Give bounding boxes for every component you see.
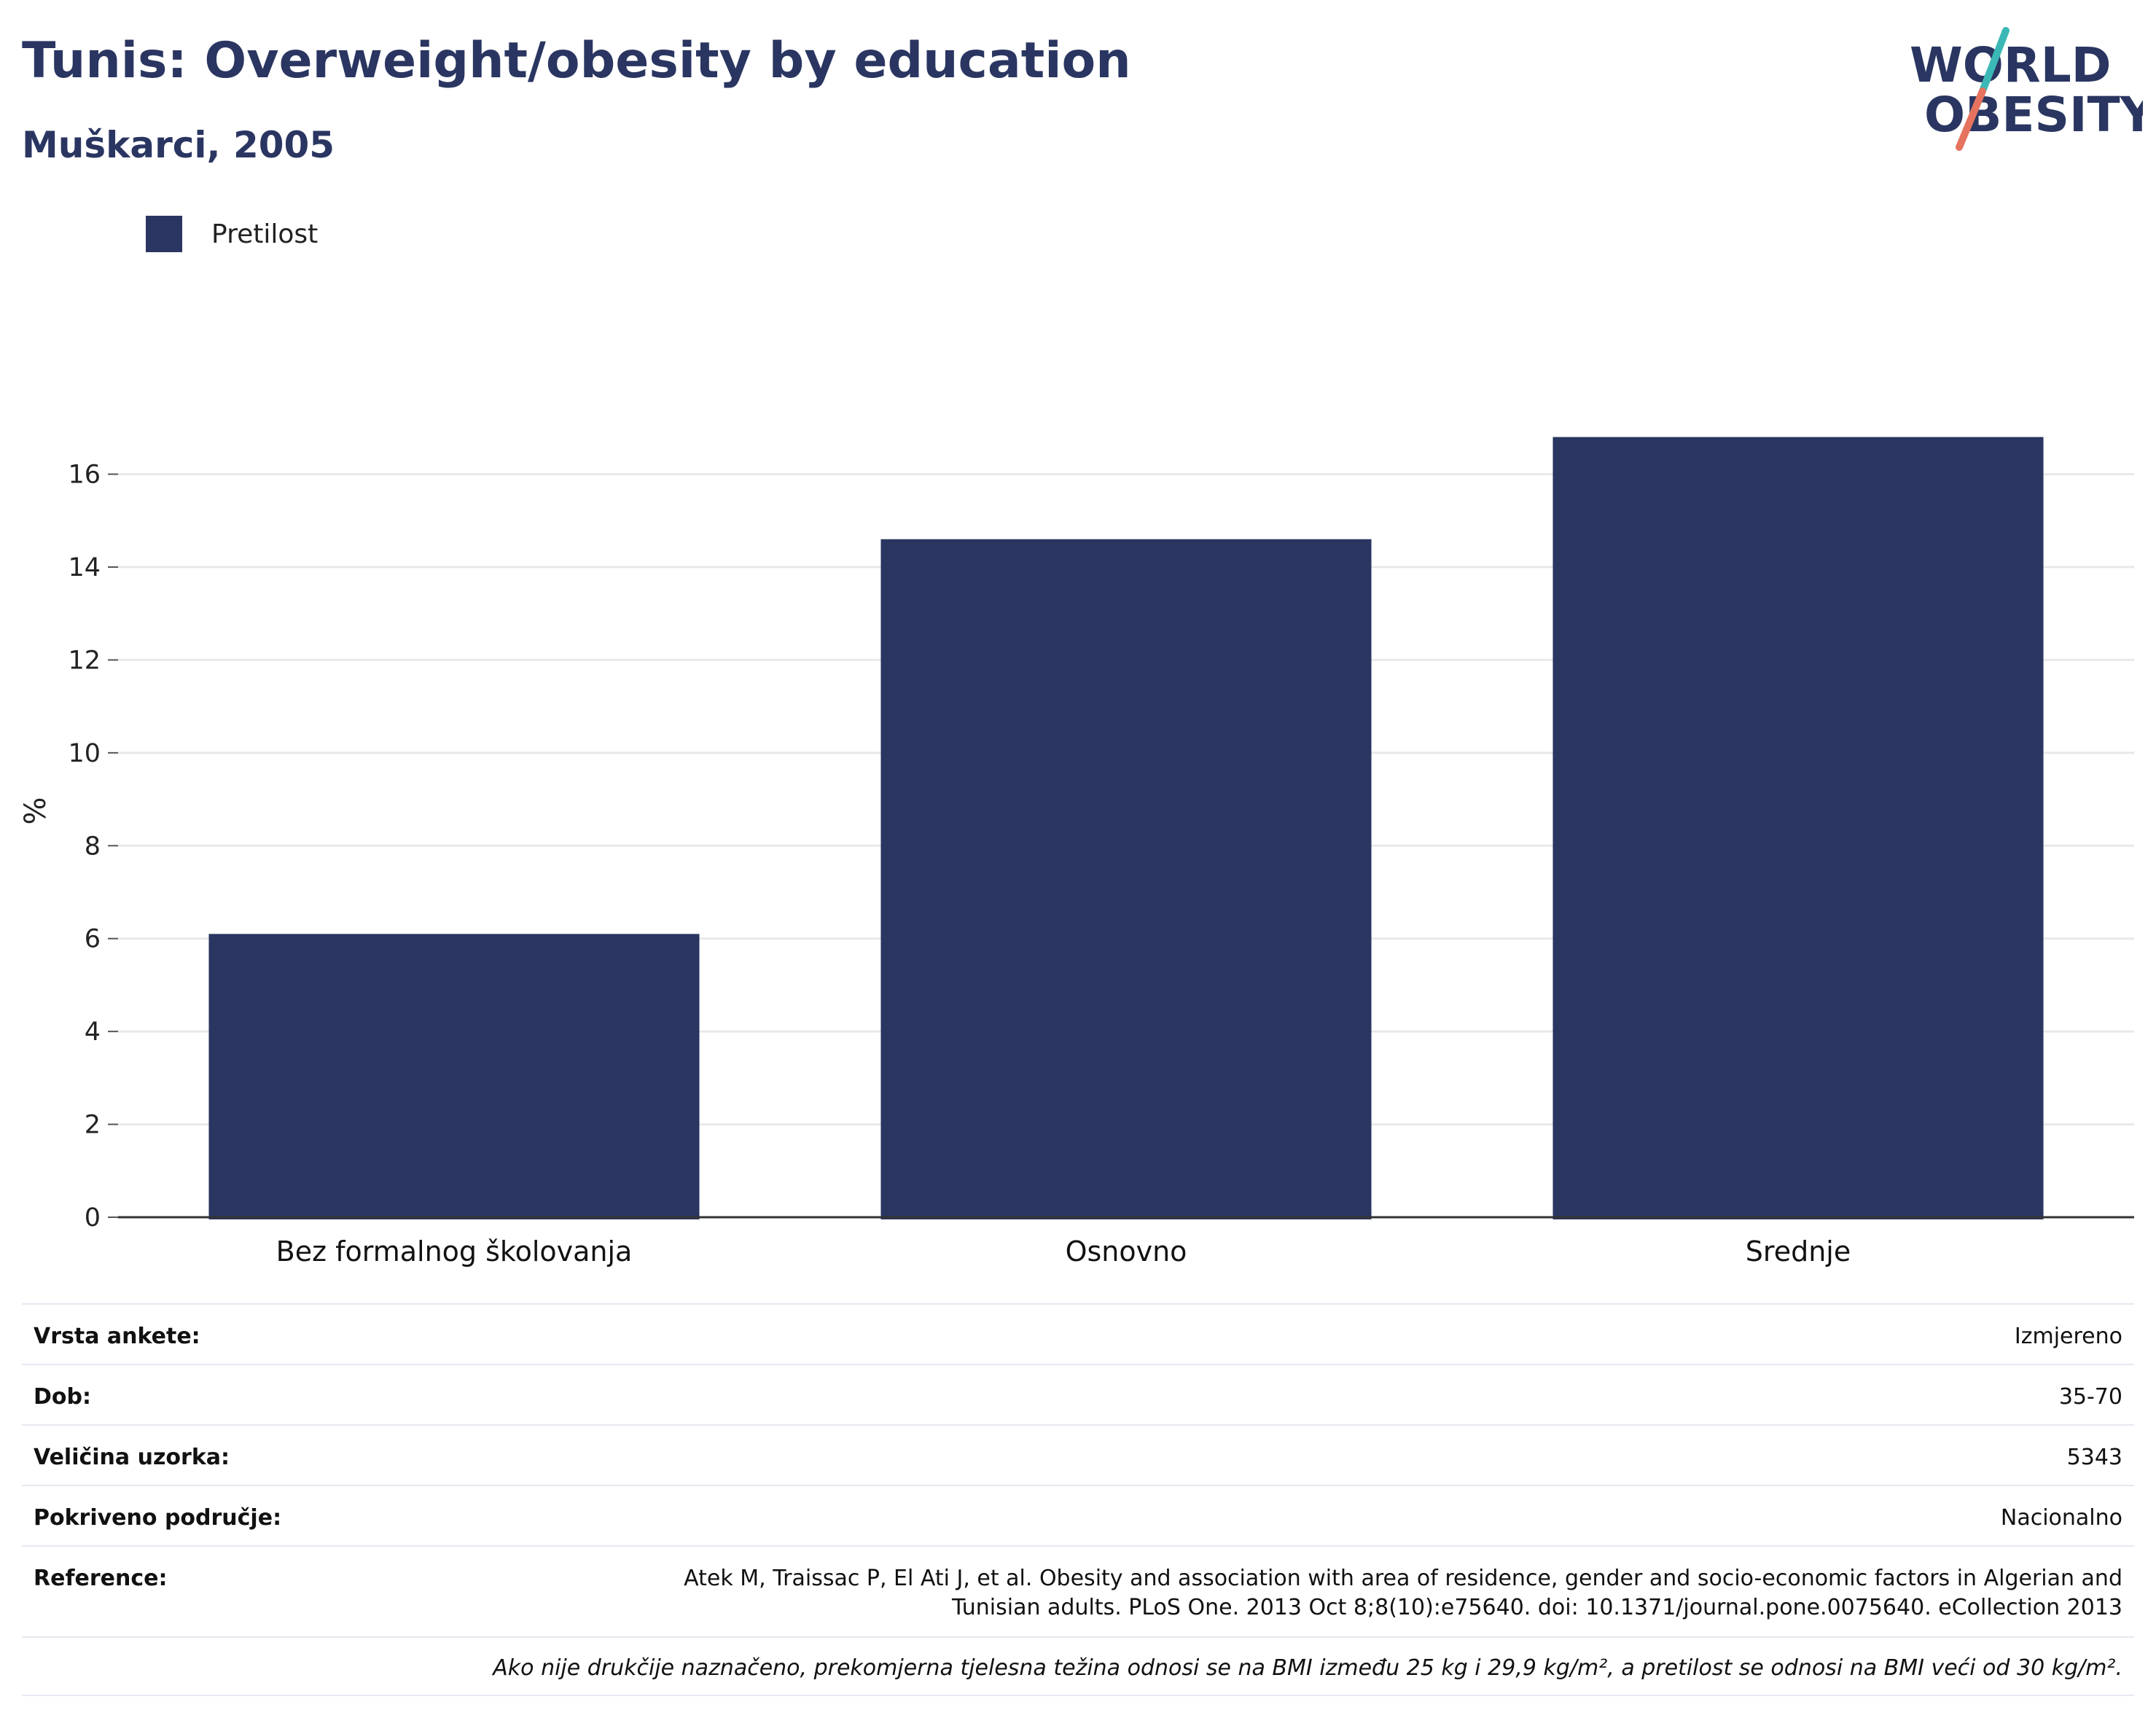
logo-text-world: WORLD — [1910, 37, 2112, 93]
y-tick-label: 0 — [85, 1203, 101, 1233]
info-row-sample-size: Veličina uzorka: 5343 — [22, 1424, 2134, 1485]
y-tick-label: 6 — [85, 925, 101, 954]
info-label: Reference: — [34, 1566, 168, 1591]
logo-text-obesity: OBESITY — [1924, 87, 2143, 143]
info-label: Dob: — [34, 1384, 91, 1410]
legend-label-pretilost: Pretilost — [211, 219, 319, 249]
y-tick-label: 4 — [85, 1018, 101, 1047]
y-tick-labels: 0 2 4 6 8 10 12 14 16 — [68, 461, 118, 1233]
info-value: 35-70 — [2058, 1384, 2122, 1410]
world-obesity-logo: WORLD OBESITY — [1910, 27, 2143, 151]
bar-1 — [208, 934, 700, 1219]
x-tick-labels: Bez formalnog školovanja Osnovno Srednje — [276, 1235, 1851, 1268]
bar-3 — [1552, 437, 2044, 1219]
info-label: Pokriveno područje: — [34, 1505, 282, 1531]
info-label: Vrsta ankete: — [34, 1324, 200, 1349]
definition-note: Ako nije drukčije naznačeno, prekomjerna… — [493, 1655, 2122, 1681]
y-tick-label: 12 — [68, 646, 101, 675]
info-row-age: Dob: 35-70 — [22, 1364, 2134, 1424]
chart-subtitle: Muškarci, 2005 — [22, 124, 335, 166]
info-row-note: Ako nije drukčije naznačeno, prekomjerna… — [22, 1636, 2134, 1696]
x-tick-label: Bez formalnog školovanja — [276, 1235, 633, 1268]
info-label: Veličina uzorka: — [34, 1445, 230, 1470]
legend: Pretilost — [146, 216, 318, 252]
y-tick-label: 14 — [68, 553, 101, 582]
info-value: Izmjereno — [2014, 1324, 2122, 1349]
bars — [208, 437, 2044, 1219]
logo-slash-bottom — [1956, 87, 1986, 151]
x-tick-label: Osnovno — [1066, 1235, 1187, 1268]
y-tick-label: 16 — [68, 461, 101, 490]
x-tick-label: Srednje — [1746, 1235, 1851, 1268]
reference-line-1: Atek M, Traissac P, El Ati J, et al. Obe… — [684, 1566, 2122, 1591]
y-tick-label: 8 — [85, 832, 101, 861]
bar-2 — [880, 539, 1372, 1219]
y-tick-label: 10 — [68, 739, 101, 768]
logo-slash-top — [1979, 27, 2009, 95]
reference-line-2: Tunisian adults. PLoS One. 2013 Oct 8;8(… — [952, 1595, 2122, 1620]
info-row-survey-type: Vrsta ankete: Izmjereno — [22, 1303, 2134, 1364]
chart-title: Tunis: Overweight/obesity by education — [22, 32, 1131, 90]
info-value: Nacionalno — [2000, 1505, 2122, 1531]
bar-chart: 0 2 4 6 8 10 12 14 16 Bez formalnog školovanja Os… — [19, 437, 2134, 1268]
y-axis-title: % — [19, 797, 52, 824]
survey-info-table: Vrsta ankete: Izmjereno Dob: 35-70 Velič… — [22, 1303, 2134, 1696]
info-row-reference: Reference: Atek M, Traissac P, El Ati J,… — [22, 1545, 2134, 1636]
reference-text: Atek M, Traissac P, El Ati J, et al. Obe… — [684, 1564, 2122, 1622]
info-row-coverage: Pokriveno područje: Nacionalno — [22, 1485, 2134, 1545]
legend-swatch-pretilost — [146, 216, 182, 252]
info-value: 5343 — [2066, 1445, 2122, 1470]
y-tick-label: 2 — [85, 1111, 101, 1140]
